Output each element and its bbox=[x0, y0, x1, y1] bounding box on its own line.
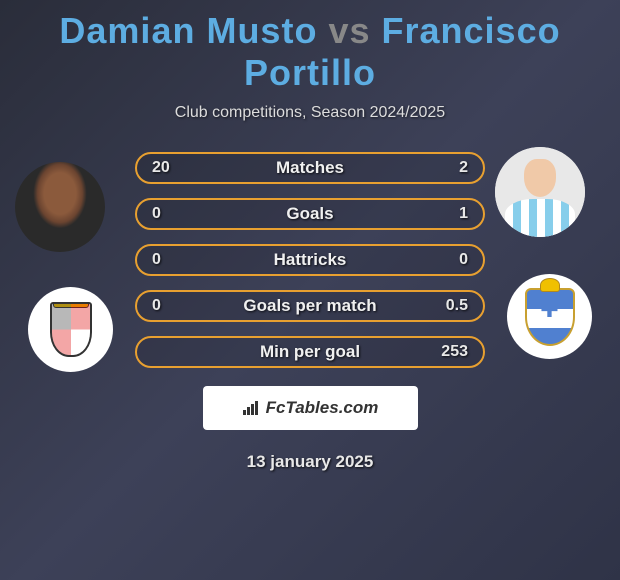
stat-row: Min per goal 253 bbox=[135, 336, 485, 368]
stat-player2-value: 253 bbox=[418, 343, 468, 361]
stat-player1-value: 0 bbox=[152, 251, 202, 269]
stat-label: Min per goal bbox=[202, 342, 418, 362]
stat-row: 0 Goals per match 0.5 bbox=[135, 290, 485, 322]
player1-club-crest bbox=[28, 287, 113, 372]
stat-player2-value: 2 bbox=[418, 159, 468, 177]
player2-club-crest bbox=[507, 274, 592, 359]
brand-text: FcTables.com bbox=[266, 398, 379, 418]
bar-chart-icon bbox=[242, 401, 260, 415]
stat-player1-value: 20 bbox=[152, 159, 202, 177]
club-shield-left bbox=[50, 302, 92, 357]
player1-portrait bbox=[15, 162, 105, 252]
comparison-title: Damian Musto vs Francisco Portillo bbox=[0, 0, 620, 94]
stat-player2-value: 0.5 bbox=[418, 297, 468, 315]
stat-row: 0 Hattricks 0 bbox=[135, 244, 485, 276]
player2-avatar bbox=[495, 147, 585, 237]
stat-label: Goals per match bbox=[202, 296, 418, 316]
vs-separator: vs bbox=[328, 10, 370, 51]
date-label: 13 january 2025 bbox=[20, 452, 600, 472]
content-area: 20 Matches 2 0 Goals 1 0 Hattricks 0 0 G… bbox=[0, 152, 620, 472]
stat-row: 20 Matches 2 bbox=[135, 152, 485, 184]
stat-label: Goals bbox=[202, 204, 418, 224]
stat-row: 0 Goals 1 bbox=[135, 198, 485, 230]
player2-portrait bbox=[495, 147, 585, 237]
stat-player1-value: 0 bbox=[152, 297, 202, 315]
stat-label: Matches bbox=[202, 158, 418, 178]
stat-player1-value: 0 bbox=[152, 205, 202, 223]
player1-avatar bbox=[15, 162, 105, 252]
stat-player2-value: 0 bbox=[418, 251, 468, 269]
club-shield-right bbox=[525, 288, 575, 346]
brand-badge: FcTables.com bbox=[203, 386, 418, 430]
stats-table: 20 Matches 2 0 Goals 1 0 Hattricks 0 0 G… bbox=[135, 152, 485, 368]
subtitle: Club competitions, Season 2024/2025 bbox=[0, 104, 620, 122]
stat-player2-value: 1 bbox=[418, 205, 468, 223]
stat-label: Hattricks bbox=[202, 250, 418, 270]
player1-name: Damian Musto bbox=[59, 10, 317, 51]
